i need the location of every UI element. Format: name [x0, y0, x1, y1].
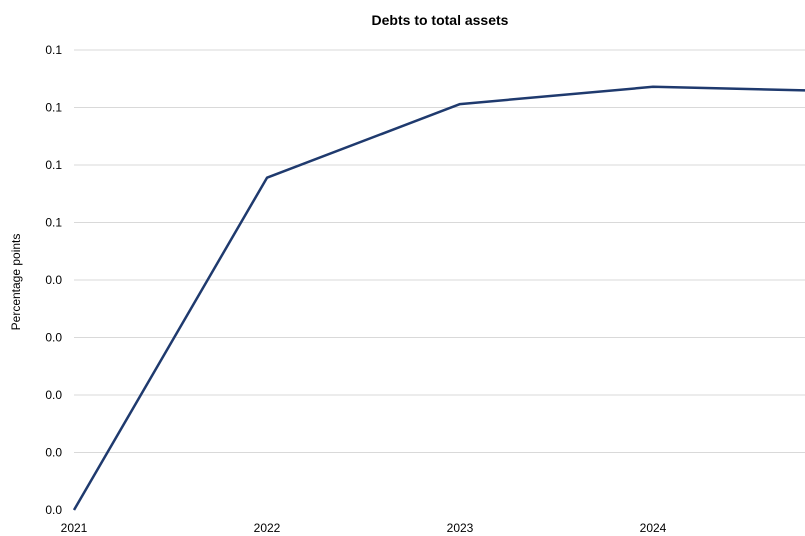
series-lines	[72, 85, 805, 511]
y-tick-label: 0.1	[45, 158, 62, 172]
y-tick-label: 0.1	[45, 101, 62, 115]
y-tick-label: 0.1	[45, 43, 62, 57]
grid-lines	[74, 49, 805, 453]
y-tick-label: 0.0	[45, 273, 62, 287]
y-tick-label: 0.0	[45, 331, 62, 345]
x-tick-labels: 2021 2022 2023 2024	[61, 521, 667, 535]
x-tick-label: 2022	[254, 521, 281, 535]
x-tick-label: 2023	[447, 521, 474, 535]
y-axis-label: Percentage points	[9, 234, 23, 331]
series-line	[72, 85, 805, 511]
y-tick-labels: 0.0 0.0 0.0 0.0 0.0 0.1 0.1 0.1 0.1	[45, 43, 62, 517]
y-tick-label: 0.0	[45, 446, 62, 460]
y-tick-label: 0.1	[45, 216, 62, 230]
x-tick-label: 2024	[640, 521, 667, 535]
y-tick-label: 0.0	[45, 388, 62, 402]
chart-title: Debts to total assets	[372, 12, 509, 28]
x-tick-label: 2021	[61, 521, 88, 535]
y-tick-label: 0.0	[45, 503, 62, 517]
